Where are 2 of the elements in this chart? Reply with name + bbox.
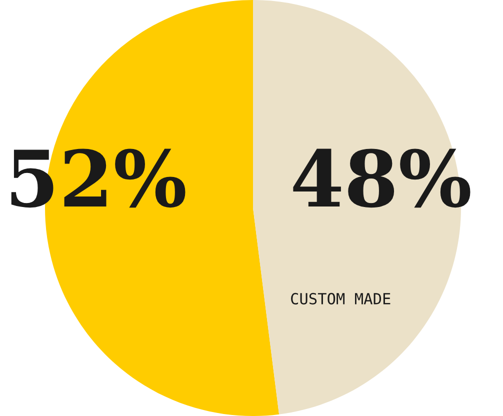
slice-label: CUSTOM MADE <box>291 292 390 304</box>
data-label: 48% <box>293 148 470 208</box>
